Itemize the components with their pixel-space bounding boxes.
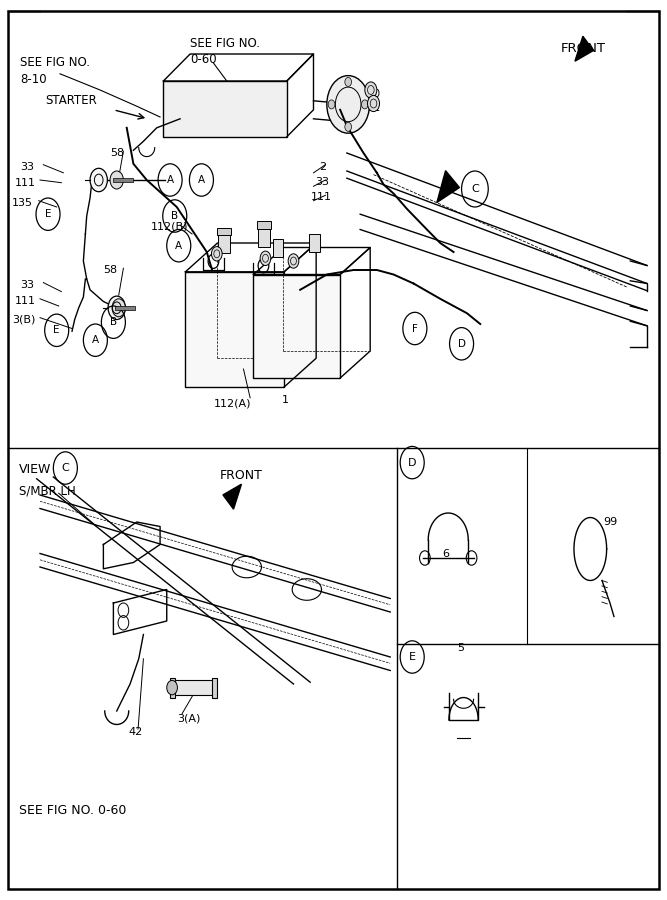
- Text: 111: 111: [311, 192, 331, 202]
- Polygon shape: [223, 484, 241, 509]
- Text: SEE FIG NO. 0-60: SEE FIG NO. 0-60: [19, 804, 126, 816]
- Polygon shape: [437, 171, 460, 202]
- Circle shape: [110, 171, 123, 189]
- Bar: [217, 228, 231, 235]
- Text: B: B: [110, 317, 117, 328]
- Text: D: D: [408, 457, 416, 468]
- Text: 33: 33: [20, 162, 34, 173]
- Bar: [115, 306, 135, 310]
- Text: 5: 5: [457, 643, 464, 653]
- Circle shape: [167, 680, 177, 695]
- Text: 6: 6: [442, 549, 449, 560]
- Bar: [309, 234, 320, 252]
- Text: 112(B): 112(B): [151, 221, 188, 232]
- Text: 31: 31: [367, 103, 380, 113]
- Circle shape: [90, 168, 107, 192]
- Text: FRONT: FRONT: [560, 42, 605, 55]
- Text: VIEW: VIEW: [19, 464, 51, 476]
- Circle shape: [288, 254, 299, 268]
- Circle shape: [365, 82, 377, 98]
- Text: 58: 58: [103, 265, 117, 275]
- Text: 8-10: 8-10: [20, 73, 47, 86]
- Text: FRONT: FRONT: [220, 469, 263, 482]
- Bar: [113, 178, 133, 182]
- Bar: [218, 233, 230, 253]
- Circle shape: [368, 95, 380, 112]
- Text: SEE FIG NO.: SEE FIG NO.: [20, 57, 90, 69]
- Text: 58: 58: [110, 148, 124, 158]
- Text: C: C: [61, 463, 69, 473]
- Text: STARTER: STARTER: [45, 94, 97, 107]
- Text: 33: 33: [20, 280, 34, 291]
- Text: B: B: [171, 211, 178, 221]
- Text: 111: 111: [15, 177, 35, 188]
- Circle shape: [345, 122, 352, 131]
- Bar: [258, 227, 270, 247]
- Text: 33: 33: [315, 176, 329, 187]
- Text: 0-60: 0-60: [190, 53, 217, 66]
- Text: E: E: [53, 325, 60, 336]
- Text: 3(B): 3(B): [12, 314, 35, 325]
- Text: 42: 42: [129, 726, 143, 737]
- Text: S/MBR LH: S/MBR LH: [19, 484, 75, 497]
- Text: D: D: [458, 338, 466, 349]
- Text: E: E: [409, 652, 416, 662]
- Circle shape: [260, 251, 271, 266]
- Text: 3(A): 3(A): [177, 713, 200, 724]
- Text: E: E: [45, 209, 51, 220]
- Text: 112(A): 112(A): [213, 398, 251, 409]
- Circle shape: [362, 100, 368, 109]
- Text: A: A: [167, 175, 173, 185]
- Text: 30: 30: [367, 88, 380, 99]
- Text: 2: 2: [319, 161, 326, 172]
- Bar: [257, 221, 271, 229]
- Text: F: F: [412, 323, 418, 334]
- Circle shape: [211, 247, 222, 261]
- Text: 135: 135: [12, 197, 33, 208]
- Bar: [212, 678, 217, 698]
- Circle shape: [328, 100, 335, 109]
- Text: SEE FIG NO.: SEE FIG NO.: [190, 37, 260, 50]
- Text: 1: 1: [281, 394, 288, 405]
- Bar: [253, 274, 340, 378]
- Text: A: A: [92, 335, 99, 346]
- Text: C: C: [471, 184, 479, 194]
- Bar: [170, 678, 175, 698]
- Bar: [185, 272, 284, 387]
- Text: A: A: [175, 240, 182, 251]
- Circle shape: [327, 76, 370, 133]
- Text: A: A: [198, 175, 205, 185]
- Circle shape: [345, 77, 352, 86]
- Bar: [172, 680, 215, 695]
- Text: 99: 99: [604, 517, 618, 527]
- Text: 111: 111: [15, 295, 35, 306]
- Circle shape: [108, 296, 125, 320]
- Circle shape: [112, 299, 125, 317]
- Bar: [163, 81, 287, 137]
- Bar: [273, 239, 283, 257]
- Polygon shape: [575, 36, 594, 61]
